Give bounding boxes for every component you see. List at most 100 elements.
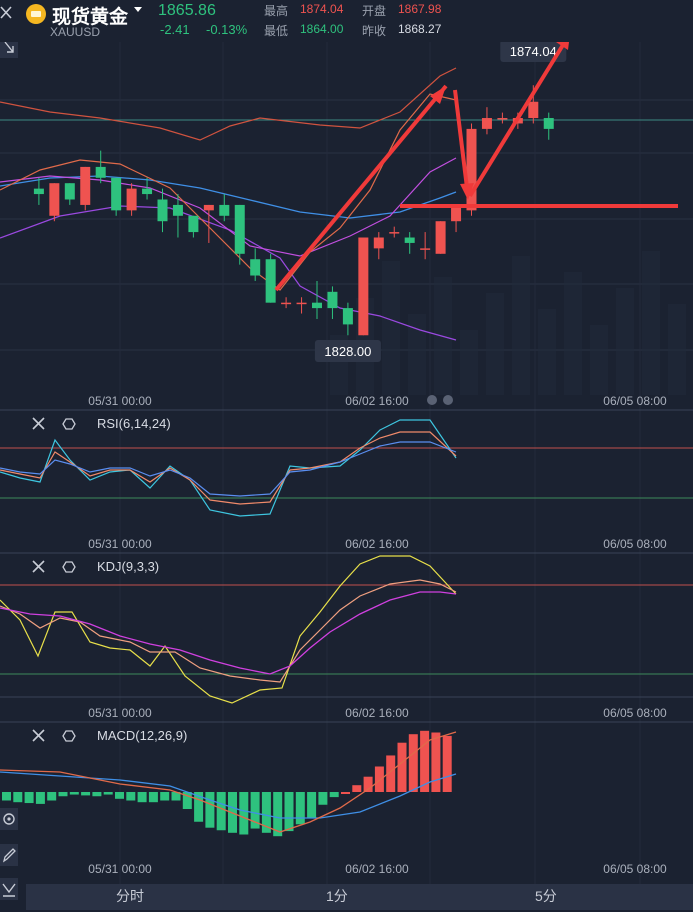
high-label: 最高 — [264, 4, 289, 18]
rsi-time-label: 06/05 08:00 — [603, 537, 667, 551]
low-tip-box — [314, 340, 381, 362]
kdj-time-label: 06/02 16:00 — [345, 706, 409, 720]
candle — [172, 204, 183, 216]
candle — [466, 128, 477, 211]
gold-coin-icon — [26, 4, 46, 24]
close-icon[interactable] — [32, 417, 45, 430]
background-building — [460, 330, 478, 395]
tab-5min[interactable]: 5分 — [535, 888, 557, 904]
ma-short-line — [0, 93, 457, 291]
price-change: -2.41 — [160, 22, 190, 37]
macd-bar — [239, 792, 249, 835]
macd-bar — [318, 792, 328, 805]
low-label: 最低 — [264, 24, 289, 38]
macd-bar — [148, 792, 158, 803]
background-building — [616, 288, 634, 395]
macd-time-label: 06/02 16:00 — [345, 862, 409, 876]
candle — [420, 248, 431, 250]
indicator-icon[interactable] — [0, 878, 18, 900]
kdj-time-label: 05/31 00:00 — [88, 706, 152, 720]
candle — [64, 183, 75, 200]
macd-bar — [216, 792, 226, 831]
pager-dot — [427, 395, 437, 405]
macd-bar — [126, 792, 136, 801]
candle — [250, 259, 261, 276]
background-building — [642, 251, 660, 395]
macd-bar — [24, 792, 34, 804]
candle — [188, 215, 199, 233]
rsi24-line — [0, 441, 457, 497]
pencil-icon[interactable] — [0, 844, 18, 866]
crosshair-icon[interactable] — [0, 808, 18, 830]
macd-bar — [408, 734, 418, 792]
tab-1min[interactable]: 1分 — [326, 888, 348, 904]
arrow-head — [430, 86, 446, 104]
macd-bar — [295, 792, 305, 825]
candle — [49, 183, 60, 216]
macd-bar — [250, 792, 260, 829]
candle — [358, 237, 369, 336]
macd-bar — [115, 792, 124, 799]
background-building — [486, 293, 504, 395]
macd-bar — [352, 785, 362, 792]
kdj-time-label: 06/05 08:00 — [603, 706, 667, 720]
background-building — [512, 256, 530, 395]
candle — [342, 308, 353, 325]
pager-dot — [443, 395, 453, 405]
macd-time-label: 05/31 00:00 — [88, 862, 152, 876]
candle — [312, 302, 322, 309]
candle — [543, 118, 554, 129]
macd-bar — [284, 792, 294, 832]
macd-bar — [194, 792, 204, 822]
candle — [481, 118, 492, 129]
kdj-d-line — [0, 591, 457, 675]
background-building — [590, 325, 608, 395]
tab-timeshare[interactable]: 分时 — [116, 888, 144, 904]
background-building — [538, 309, 556, 395]
candle — [281, 302, 292, 305]
candle — [373, 237, 384, 249]
instrument-title[interactable]: 现货黄金 — [52, 7, 129, 28]
macd-time-label: 06/05 08:00 — [603, 862, 667, 876]
candle — [157, 199, 168, 222]
period-tab-bar — [26, 884, 693, 910]
rsi6-line — [0, 419, 457, 517]
candle — [528, 101, 539, 119]
macd-bar — [363, 776, 373, 792]
instrument-symbol: XAUUSD — [50, 25, 101, 39]
close-icon[interactable] — [32, 729, 45, 742]
candle — [435, 221, 446, 254]
kline-chart[interactable]: 1874.04 1828.00 05/31 00:00 06/02 16:00 06/0… — [0, 0, 693, 884]
close-icon[interactable] — [32, 560, 45, 573]
candle — [203, 204, 214, 211]
macd-bar — [329, 792, 339, 798]
settings-icon[interactable] — [62, 730, 76, 742]
candle — [219, 204, 230, 216]
settings-icon[interactable] — [62, 561, 76, 573]
macd-bar — [137, 792, 147, 803]
macd-bar — [386, 755, 396, 792]
main-time-label: 05/31 00:00 — [88, 394, 152, 408]
candle — [234, 204, 245, 254]
macd-bar — [273, 792, 283, 837]
low-value: 1864.00 — [300, 22, 344, 36]
kdj-label: KDJ(9,3,3) — [97, 559, 159, 574]
macd-bar — [341, 792, 350, 794]
candle — [451, 204, 462, 222]
main-time-label: 06/02 16:00 — [345, 394, 409, 408]
rsi-label: RSI(6,14,24) — [97, 416, 171, 431]
kdj-k-line — [0, 579, 457, 683]
settings-icon[interactable] — [62, 418, 76, 430]
chevron-down-icon[interactable] — [134, 7, 142, 12]
macd-bar — [103, 792, 113, 795]
macd-bar — [442, 735, 452, 792]
candle — [80, 166, 91, 205]
high-tip-label: 1874.04 — [510, 44, 557, 59]
close-icon[interactable] — [0, 4, 14, 22]
macd-bar — [92, 792, 102, 797]
kdj-j-line — [0, 555, 457, 704]
lower-band-line — [0, 205, 457, 341]
candle — [111, 177, 122, 211]
arrow-head — [460, 183, 474, 200]
macd-bar — [307, 792, 317, 818]
